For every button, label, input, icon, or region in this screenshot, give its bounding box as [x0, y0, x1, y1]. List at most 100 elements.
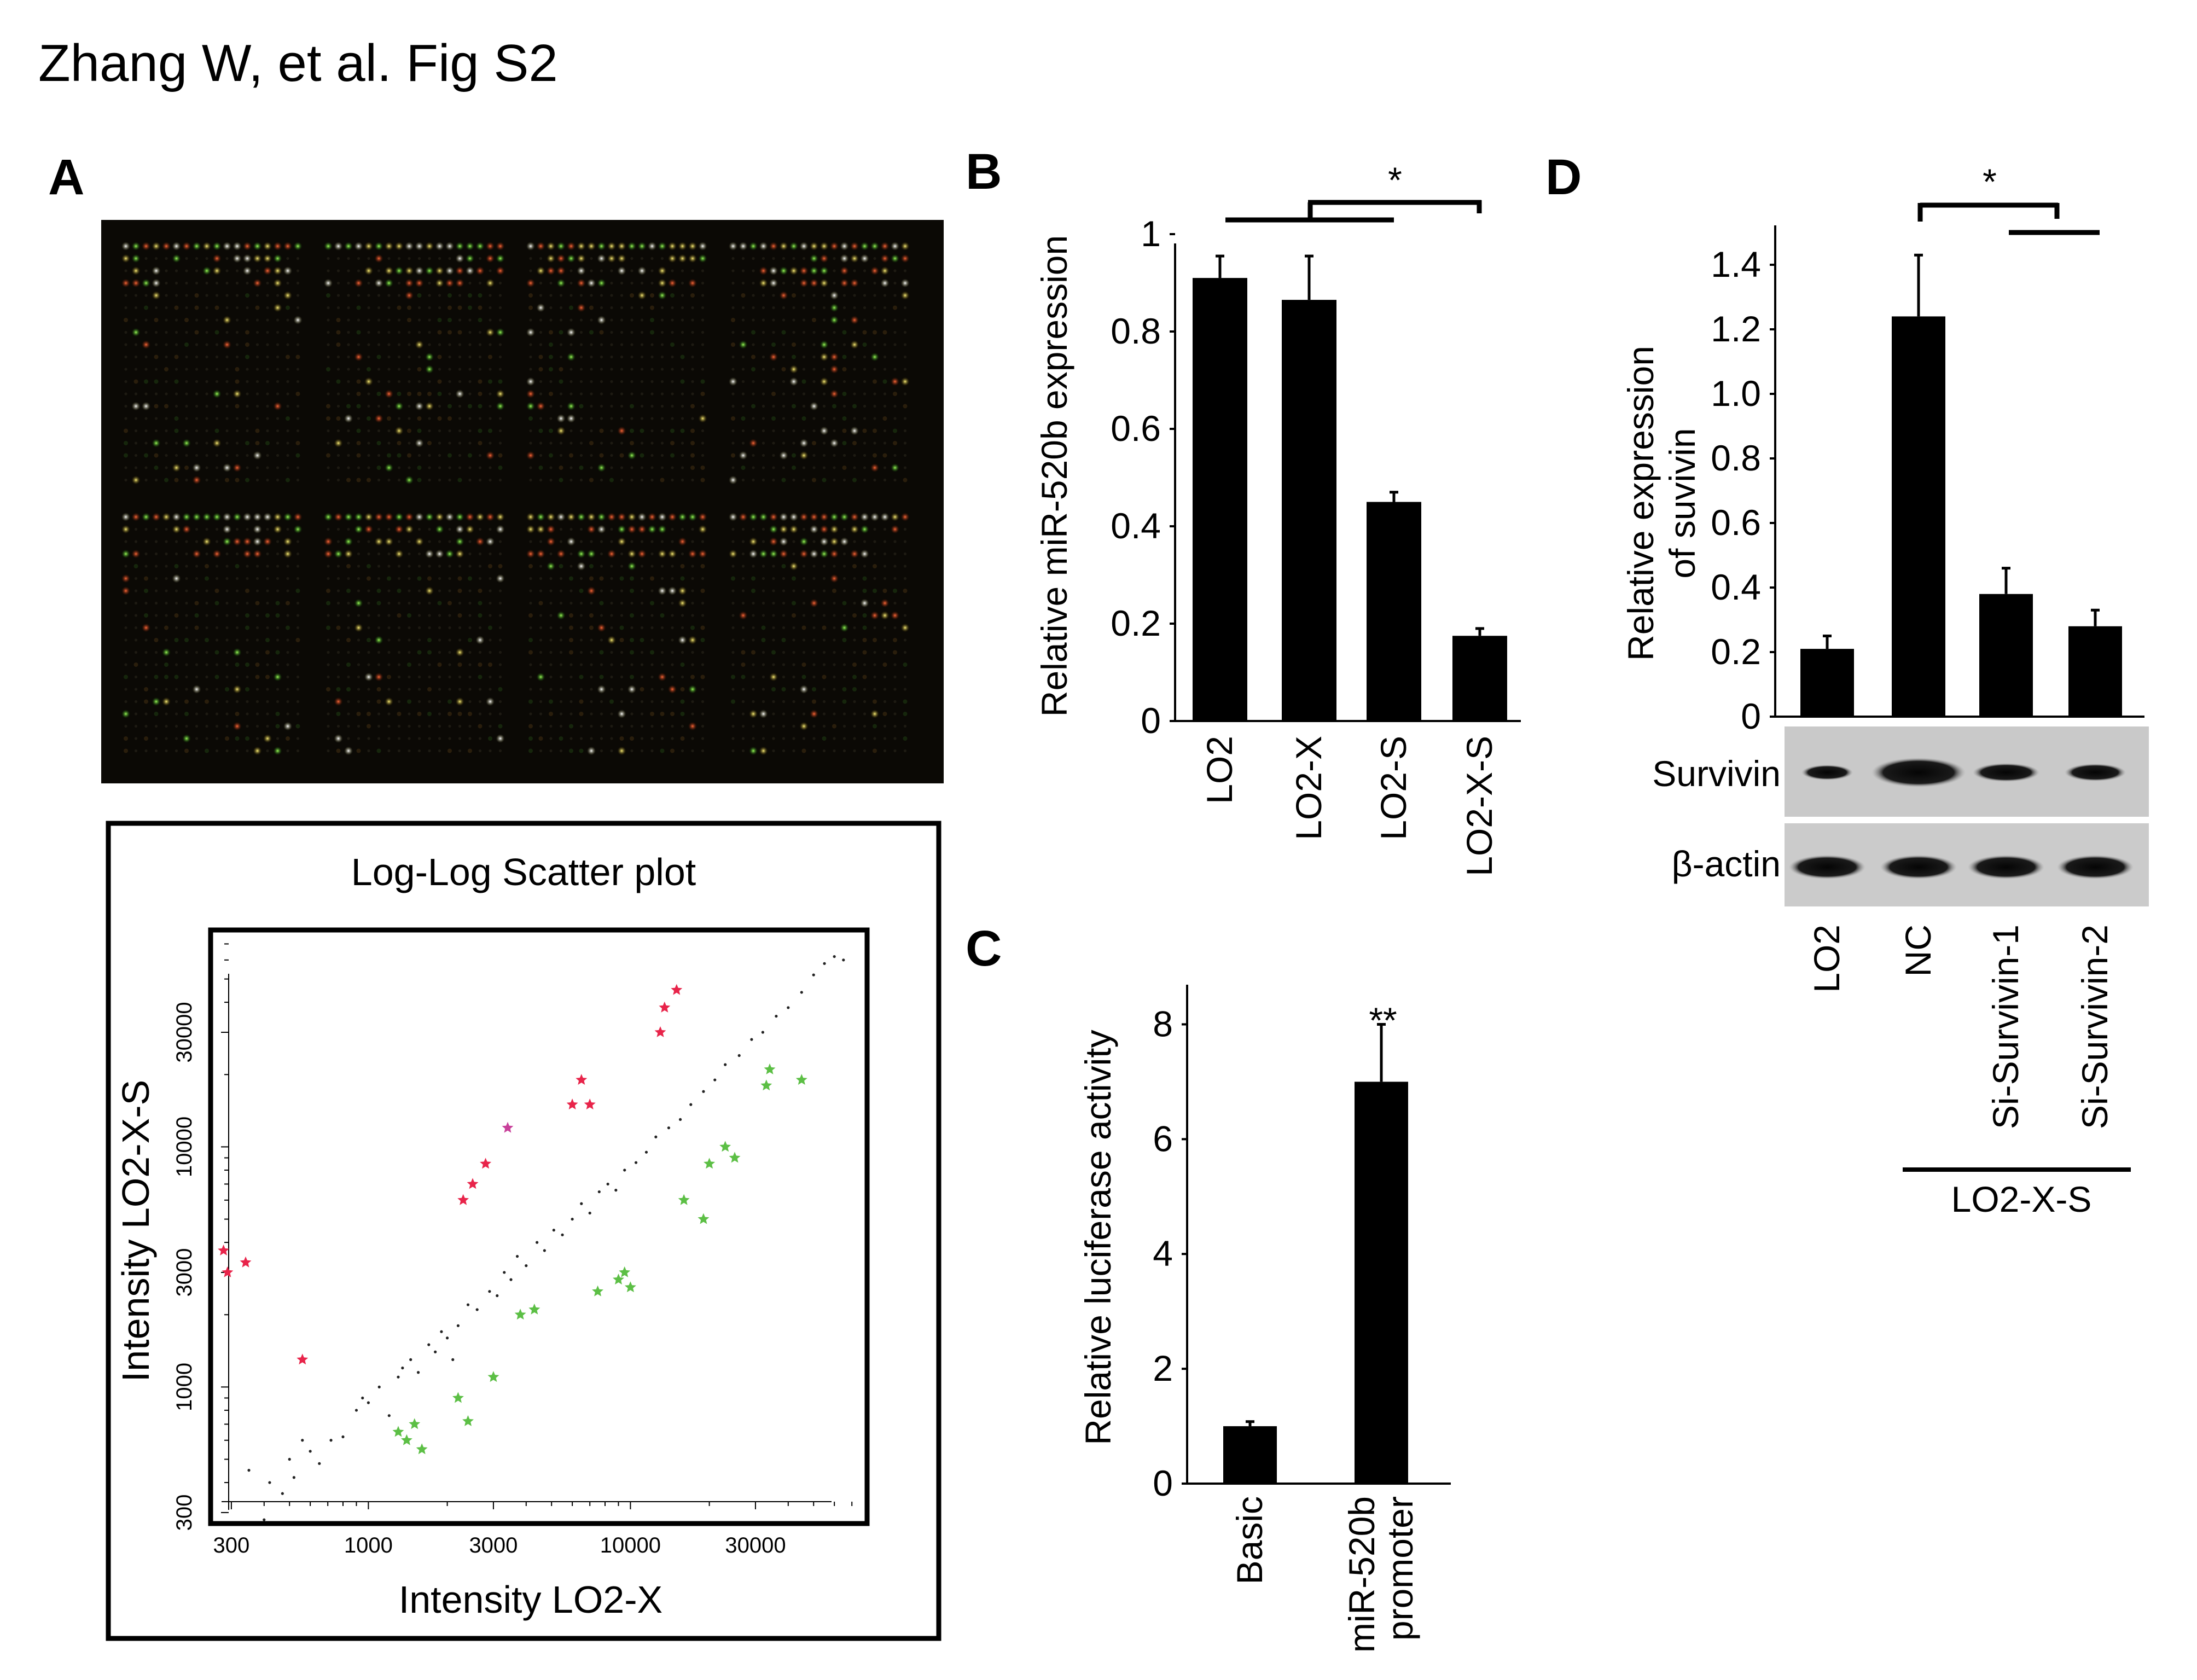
microarray-spot — [610, 318, 613, 322]
scatter-point-star — [671, 984, 683, 995]
microarray-spot — [842, 527, 846, 531]
microarray-spot — [731, 466, 735, 469]
microarray-spot — [162, 648, 171, 657]
microarray-spot — [225, 380, 229, 383]
microarray-spot — [266, 663, 269, 666]
microarray-spot — [590, 454, 593, 457]
microarray-spot — [762, 478, 765, 482]
microarray-spot — [134, 417, 138, 420]
microarray-spot — [660, 688, 664, 691]
microarray-spot — [556, 266, 566, 275]
microarray-spot — [214, 675, 219, 679]
microarray-spot — [658, 513, 667, 521]
microarray-spot — [417, 614, 421, 617]
microarray-spot — [650, 749, 654, 753]
microarray-spot — [296, 404, 300, 408]
microarray-spot — [842, 294, 846, 297]
microarray-spot — [781, 564, 786, 568]
microarray-spot — [324, 549, 333, 559]
microarray-spot — [577, 513, 586, 521]
microarray-spot — [296, 368, 300, 371]
microarray-spot — [488, 428, 492, 433]
microarray-spot — [660, 257, 664, 260]
microarray-spot — [195, 675, 199, 679]
microarray-spot — [863, 466, 867, 469]
microarray-spot — [751, 367, 755, 371]
microarray-spot — [772, 294, 775, 297]
chart-d-y-tick-label: 0 — [1741, 696, 1761, 736]
microarray-spot — [610, 663, 613, 666]
scatter-point — [288, 1457, 291, 1461]
microarray-spot — [852, 662, 857, 667]
microarray-spot — [863, 478, 867, 482]
microarray-spot — [600, 700, 603, 704]
microarray-spot — [822, 294, 826, 297]
microarray-spot — [447, 318, 452, 322]
microarray-spot — [417, 737, 421, 740]
microarray-spot — [579, 368, 583, 371]
microarray-spot — [397, 724, 401, 728]
microarray-spot — [870, 242, 879, 251]
microarray-spot — [246, 712, 249, 716]
microarray-spot — [903, 454, 907, 457]
microarray-spot — [762, 343, 765, 346]
microarray-spot — [539, 663, 543, 666]
microarray-spot — [812, 687, 816, 691]
microarray-spot — [590, 638, 593, 642]
microarray-spot — [195, 318, 199, 322]
microarray-spot — [468, 724, 472, 728]
microarray-spot — [458, 429, 462, 433]
microarray-spot — [822, 454, 826, 457]
microarray-spot — [235, 749, 239, 753]
microarray-spot — [640, 663, 644, 666]
microarray-spot — [276, 392, 280, 396]
microarray-spot — [225, 269, 229, 272]
microarray-spot — [154, 478, 158, 482]
microarray-spot — [245, 441, 249, 445]
microarray-spot — [883, 650, 887, 654]
microarray-spot — [185, 724, 188, 728]
microarray-spot — [336, 429, 340, 433]
scatter-point-star — [416, 1443, 428, 1455]
microarray-spot — [164, 404, 168, 409]
microarray-spots — [121, 242, 910, 755]
microarray-spot — [486, 254, 495, 263]
microarray-spot — [455, 390, 464, 398]
microarray-spot — [700, 589, 705, 593]
microarray-spot — [134, 712, 138, 716]
scatter-point — [761, 1031, 764, 1034]
microarray-spot — [498, 650, 502, 654]
microarray-spot — [134, 527, 138, 531]
microarray-spot — [528, 564, 533, 568]
microarray-spot — [842, 380, 846, 383]
microarray-spot — [650, 724, 654, 728]
microarray-spot — [610, 614, 613, 617]
microarray-spot — [357, 417, 361, 420]
chart-b-bar — [1452, 636, 1507, 721]
microarray-spot — [762, 577, 765, 580]
microarray-spot — [245, 342, 249, 347]
microarray-spot — [448, 724, 451, 728]
microarray-spot — [590, 269, 593, 272]
microarray-spot — [374, 636, 383, 644]
microarray-spot — [648, 525, 656, 534]
microarray-spot — [833, 343, 836, 346]
microarray-spot — [405, 278, 414, 288]
microarray-spot — [873, 577, 876, 580]
microarray-spot — [772, 454, 775, 457]
microarray-spot — [668, 254, 677, 263]
microarray-spot — [154, 552, 158, 556]
microarray-spot — [498, 466, 503, 470]
microarray-spot — [468, 330, 472, 334]
microarray-spot — [364, 513, 373, 521]
microarray-spot — [377, 269, 381, 272]
microarray-spot — [701, 343, 705, 346]
microarray-spot — [367, 650, 370, 654]
microarray-spot — [782, 589, 786, 592]
microarray-spot — [195, 441, 199, 445]
microarray-spot — [405, 475, 414, 485]
microarray-spot — [205, 712, 208, 716]
microarray-spot — [691, 343, 694, 346]
microarray-spot — [529, 626, 532, 630]
